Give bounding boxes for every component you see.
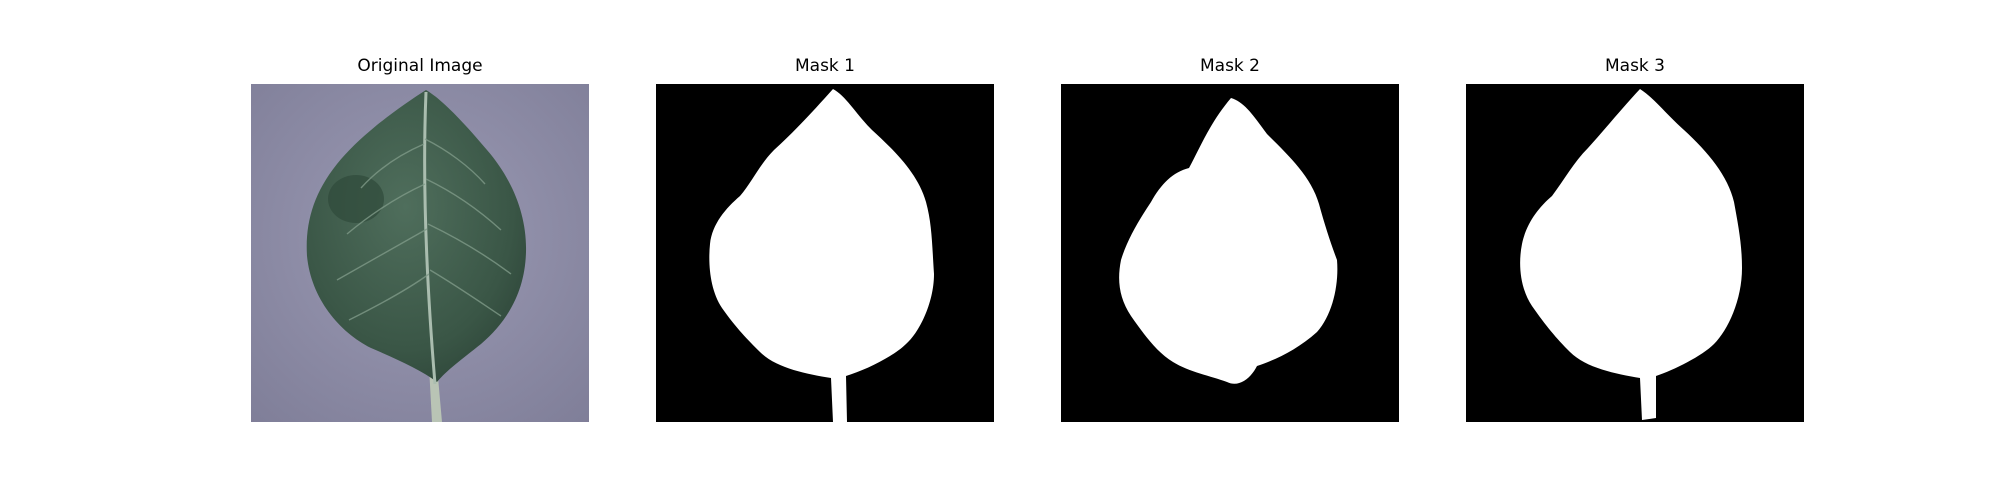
- panel-title: Mask 3: [1604, 56, 1665, 76]
- mask-3-image: [1466, 84, 1804, 422]
- leaf-body: [306, 90, 527, 382]
- mask-1-panel: Mask 1: [656, 56, 994, 422]
- mask-foreground: [1520, 89, 1742, 420]
- panel-title: Mask 2: [1199, 56, 1260, 76]
- leaf-veins: [336, 138, 512, 321]
- mask-2-panel: Mask 2: [1061, 56, 1399, 422]
- mask-3-panel: Mask 3: [1466, 56, 1804, 422]
- mask-foreground: [709, 89, 934, 422]
- leaf-stem: [429, 366, 442, 422]
- mask-foreground: [1119, 98, 1338, 384]
- panel-title: Original Image: [357, 56, 483, 76]
- leaf-photo: [251, 84, 589, 422]
- leaf-spot: [328, 175, 384, 223]
- panel-title: Mask 1: [794, 56, 855, 76]
- mask-1-image: [656, 84, 994, 422]
- original-image-panel: Original Image: [251, 56, 589, 422]
- leaf-midrib: [423, 91, 437, 385]
- mask-2-image: [1061, 84, 1399, 422]
